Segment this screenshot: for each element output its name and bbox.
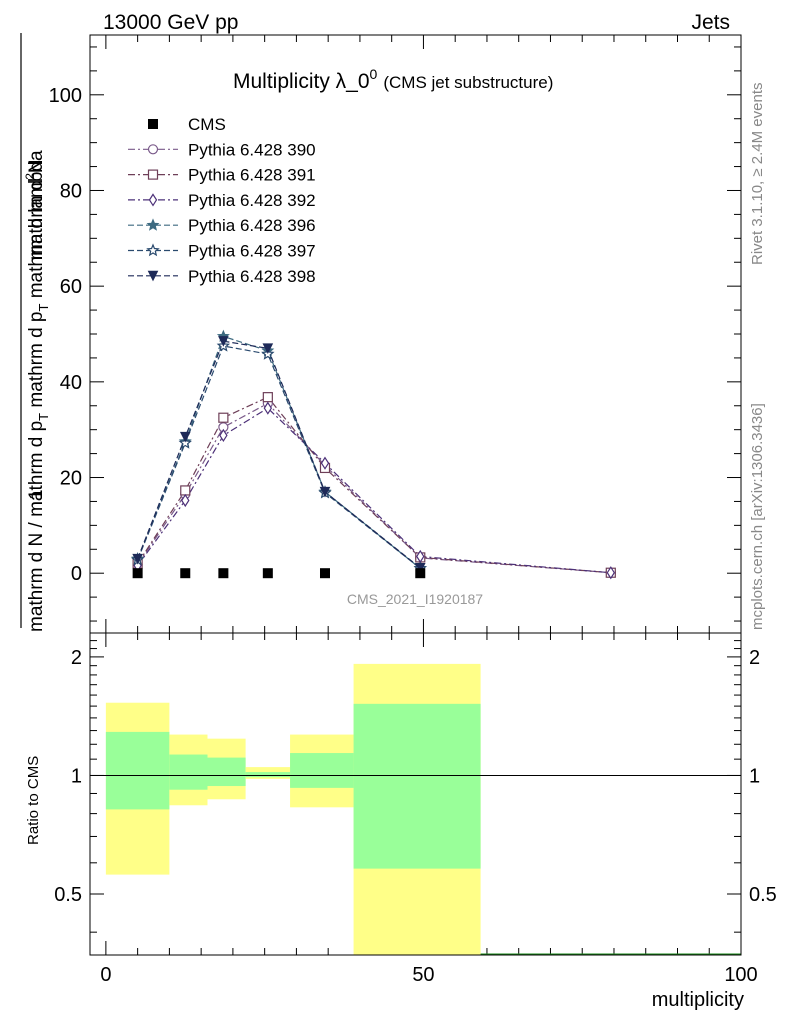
data-point (414, 562, 426, 574)
ratio-y-tick-label: 1 (71, 765, 82, 787)
data-point (320, 456, 330, 470)
data-point (146, 218, 160, 231)
data-point (218, 336, 229, 347)
y-axis-label: mathrm d2N 1 mathrm d N / mathrm d pT ma… (20, 33, 51, 632)
series-line (137, 345, 421, 569)
y-tick-label: 40 (60, 372, 82, 394)
ratio-y-tick-label-right: 1 (749, 765, 760, 787)
y-tick-label: 80 (60, 180, 82, 202)
data-point (262, 343, 274, 354)
data-point (179, 431, 191, 443)
data-point (181, 493, 190, 508)
data-point (606, 566, 616, 580)
legend-label: Pythia 6.428 396 (188, 216, 316, 235)
data-point (147, 270, 159, 282)
ratio-frame (89, 632, 742, 956)
header-left: 13000 GeV pp (103, 11, 238, 34)
data-point (147, 169, 159, 180)
ratio-y-tick-label: 0.5 (54, 884, 82, 906)
chart-title-sub: (CMS jet substructure) (383, 73, 553, 92)
watermark: CMS_2021_I1920187 (347, 591, 483, 607)
y-tick-label: 60 (60, 276, 82, 298)
legend: CMS Pythia 6.428 390 Pythia 6.428 391 Pythi… (128, 115, 316, 286)
x-tick-label: 100 (724, 964, 757, 986)
ratio-y-tick-label-right: 0.5 (749, 884, 777, 906)
y-label-den-b: T (36, 413, 51, 421)
ratio-band-inner (207, 757, 246, 787)
chart-title-main: Multiplicity λ_0 (233, 70, 370, 93)
data-point (219, 428, 228, 443)
data-point (132, 568, 143, 579)
ratio-y-tick-label: 2 (71, 647, 82, 669)
x-tick-label: 50 (412, 964, 434, 986)
ratio-band-inner (353, 703, 481, 869)
legend-label: Pythia 6.428 392 (188, 191, 316, 210)
y-label-sup: 2 (23, 173, 37, 180)
y-label-den-e: mathrm d lambda (26, 150, 47, 304)
data-point (178, 436, 192, 449)
legend-label: Pythia 6.428 391 (188, 166, 316, 185)
data-point (148, 119, 158, 129)
data-point (415, 568, 426, 579)
series-line (137, 407, 611, 574)
y-tick-label: 0 (71, 563, 82, 585)
y-label-den-d: T (36, 304, 51, 312)
chart-title: Multiplicity λ_00 (CMS jet substructure) (233, 66, 553, 93)
y-label-den-c: mathrm d p (26, 312, 47, 413)
x-tick-labels: 0 50 100 (100, 964, 757, 986)
y-label-one: 1 (26, 489, 47, 500)
data-point (147, 144, 159, 155)
data-point (148, 193, 158, 207)
ratio-axis-label: Ratio to CMS (25, 756, 42, 845)
x-tick-label: 0 (100, 964, 111, 986)
data-point (262, 568, 273, 579)
data-point (218, 568, 229, 579)
x-axis-label: multiplicity (652, 989, 744, 1011)
y-label-denominator: mathrm d N / mathrm d pT mathrm d pT mat… (26, 150, 51, 632)
data-point (263, 401, 273, 415)
ratio-panel: 0.5 0.5 1 1 2 2 (54, 633, 777, 955)
data-point (180, 485, 191, 496)
main-panel: 0 20 40 60 80 100 (49, 35, 742, 633)
ratio-band-inner (290, 753, 354, 788)
y-label-num-top: mathrm d2N (23, 159, 47, 260)
series-line (137, 402, 611, 574)
ratio-band-inner (169, 754, 208, 790)
data-point (146, 243, 160, 257)
ratio-band-inner (105, 731, 170, 810)
y-label-n: N (26, 159, 47, 173)
y-tick-label: 100 (49, 85, 82, 107)
header-right: Jets (691, 11, 730, 34)
legend-label: CMS (188, 115, 226, 134)
ratio-band-inner (245, 772, 291, 778)
legend-label: Pythia 6.428 398 (188, 267, 316, 286)
data-point (262, 392, 273, 403)
legend-label: Pythia 6.428 390 (188, 140, 316, 159)
y-label-d: mathrm d (26, 180, 47, 260)
chart-title-sup: 0 (370, 66, 378, 82)
data-point (132, 553, 143, 565)
series-line (137, 396, 611, 574)
ratio-y-tick-label-right: 2 (749, 647, 760, 669)
data-point (319, 486, 331, 498)
legend-label: Pythia 6.428 397 (188, 242, 316, 261)
data-point (180, 568, 191, 579)
y-tick-label: 20 (60, 468, 82, 490)
series-line (137, 335, 421, 569)
data-point (319, 568, 330, 579)
rivet-label: Rivet 3.1.10, ≥ 2.4M events (749, 83, 766, 266)
mcplots-label: mcplots.cern.ch [arXiv:1306.3436] (749, 403, 766, 630)
data-point (218, 412, 229, 423)
y-label-den-a: mathrm d N / mathrm d p (26, 421, 47, 632)
series-line (137, 340, 421, 569)
